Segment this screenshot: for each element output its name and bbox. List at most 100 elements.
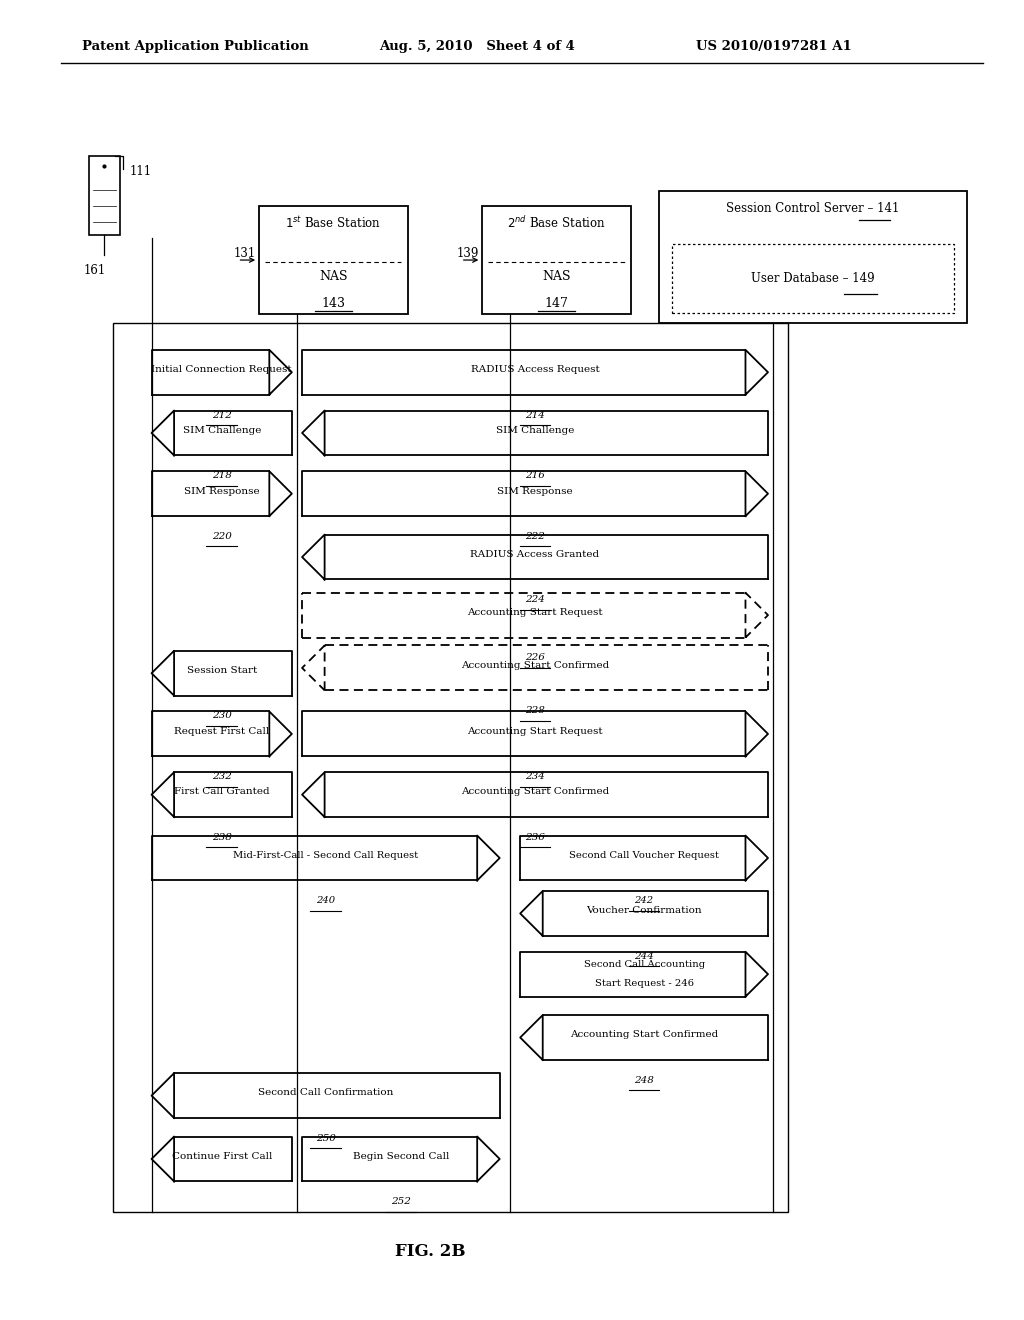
- Text: SIM Challenge: SIM Challenge: [182, 426, 261, 434]
- Text: Aug. 5, 2010   Sheet 4 of 4: Aug. 5, 2010 Sheet 4 of 4: [379, 40, 574, 53]
- Polygon shape: [520, 1015, 543, 1060]
- Text: Accounting Start Confirmed: Accounting Start Confirmed: [461, 788, 609, 796]
- Polygon shape: [520, 891, 543, 936]
- Text: 143: 143: [322, 297, 345, 309]
- Text: SIM Response: SIM Response: [498, 487, 572, 495]
- Text: 131: 131: [233, 247, 256, 260]
- Text: Initial Connection Request: Initial Connection Request: [152, 366, 292, 374]
- Polygon shape: [302, 1137, 477, 1181]
- Polygon shape: [174, 1137, 292, 1181]
- Text: 230: 230: [212, 711, 231, 721]
- Text: Second Call Accounting: Second Call Accounting: [584, 961, 705, 969]
- Text: 224: 224: [525, 595, 545, 605]
- Text: User Database – 149: User Database – 149: [752, 272, 874, 285]
- Bar: [89, 156, 120, 235]
- Text: $1^{st}$ Base Station: $1^{st}$ Base Station: [286, 215, 381, 231]
- Polygon shape: [269, 711, 292, 756]
- Polygon shape: [152, 772, 174, 817]
- Polygon shape: [745, 711, 768, 756]
- Bar: [113, 323, 788, 1212]
- Text: $2^{nd}$ Base Station: $2^{nd}$ Base Station: [507, 215, 606, 231]
- Polygon shape: [325, 535, 768, 579]
- Text: 238: 238: [212, 833, 231, 842]
- Polygon shape: [302, 772, 325, 817]
- Text: 248: 248: [634, 1076, 654, 1085]
- Polygon shape: [325, 411, 768, 455]
- Polygon shape: [174, 772, 292, 817]
- Polygon shape: [745, 952, 768, 997]
- Text: SIM Challenge: SIM Challenge: [496, 426, 574, 434]
- Polygon shape: [152, 350, 269, 395]
- Text: SIM Response: SIM Response: [184, 487, 259, 495]
- Polygon shape: [152, 471, 269, 516]
- Text: 250: 250: [315, 1134, 336, 1143]
- Text: 234: 234: [525, 772, 545, 781]
- Text: 244: 244: [634, 952, 654, 961]
- Text: NAS: NAS: [319, 271, 347, 282]
- Text: Accounting Start Confirmed: Accounting Start Confirmed: [461, 661, 609, 669]
- Bar: [659, 191, 967, 323]
- Text: 226: 226: [525, 653, 545, 663]
- Text: 111: 111: [130, 165, 153, 178]
- Polygon shape: [152, 411, 174, 455]
- Text: 212: 212: [212, 411, 231, 420]
- Polygon shape: [174, 1073, 500, 1118]
- Text: 161: 161: [84, 264, 106, 277]
- Text: First Call Granted: First Call Granted: [174, 788, 269, 796]
- Polygon shape: [174, 411, 292, 455]
- Text: Second Call Voucher Request: Second Call Voucher Request: [569, 851, 719, 859]
- Polygon shape: [152, 651, 174, 696]
- Text: FIG. 2B: FIG. 2B: [395, 1243, 465, 1259]
- Polygon shape: [152, 711, 269, 756]
- Text: Patent Application Publication: Patent Application Publication: [82, 40, 308, 53]
- Text: 214: 214: [525, 411, 545, 420]
- Text: Session Control Server – 141: Session Control Server – 141: [726, 202, 900, 215]
- Polygon shape: [745, 350, 768, 395]
- Polygon shape: [477, 836, 500, 880]
- Polygon shape: [152, 836, 477, 880]
- Polygon shape: [543, 1015, 768, 1060]
- Text: 236: 236: [525, 833, 545, 842]
- Text: Begin Second Call: Begin Second Call: [352, 1152, 450, 1160]
- Polygon shape: [302, 411, 325, 455]
- Text: 242: 242: [635, 896, 653, 906]
- Polygon shape: [269, 350, 292, 395]
- Text: 240: 240: [316, 896, 335, 906]
- Text: NAS: NAS: [543, 271, 570, 282]
- Text: 228: 228: [525, 706, 545, 715]
- Text: 216: 216: [525, 471, 545, 480]
- Polygon shape: [543, 891, 768, 936]
- Polygon shape: [174, 651, 292, 696]
- Polygon shape: [477, 1137, 500, 1181]
- Text: 147: 147: [545, 297, 568, 309]
- Text: Accounting Start Request: Accounting Start Request: [467, 609, 603, 616]
- Polygon shape: [520, 952, 745, 997]
- Text: 218: 218: [212, 471, 231, 480]
- Bar: [259, 206, 408, 314]
- Polygon shape: [745, 471, 768, 516]
- Polygon shape: [269, 471, 292, 516]
- Bar: [482, 206, 631, 314]
- Text: Session Start: Session Start: [186, 667, 257, 675]
- Bar: [672, 244, 954, 313]
- Polygon shape: [302, 535, 325, 579]
- Text: 139: 139: [457, 247, 479, 260]
- Text: Voucher Confirmation: Voucher Confirmation: [587, 907, 701, 915]
- Text: Mid-First-Call - Second Call Request: Mid-First-Call - Second Call Request: [233, 851, 418, 859]
- Text: RADIUS Access Request: RADIUS Access Request: [471, 366, 599, 374]
- Text: Accounting Start Confirmed: Accounting Start Confirmed: [570, 1031, 718, 1039]
- Polygon shape: [325, 772, 768, 817]
- Text: 252: 252: [391, 1197, 411, 1206]
- Text: 222: 222: [525, 532, 545, 541]
- Text: RADIUS Access Granted: RADIUS Access Granted: [470, 550, 600, 558]
- Text: 220: 220: [212, 532, 231, 541]
- Text: Start Request - 246: Start Request - 246: [595, 979, 693, 987]
- Polygon shape: [520, 836, 745, 880]
- Text: 232: 232: [212, 772, 231, 781]
- Polygon shape: [152, 1073, 174, 1118]
- Text: Second Call Confirmation: Second Call Confirmation: [258, 1089, 393, 1097]
- Polygon shape: [745, 836, 768, 880]
- Polygon shape: [302, 711, 745, 756]
- Polygon shape: [152, 1137, 174, 1181]
- Text: Accounting Start Request: Accounting Start Request: [467, 727, 603, 735]
